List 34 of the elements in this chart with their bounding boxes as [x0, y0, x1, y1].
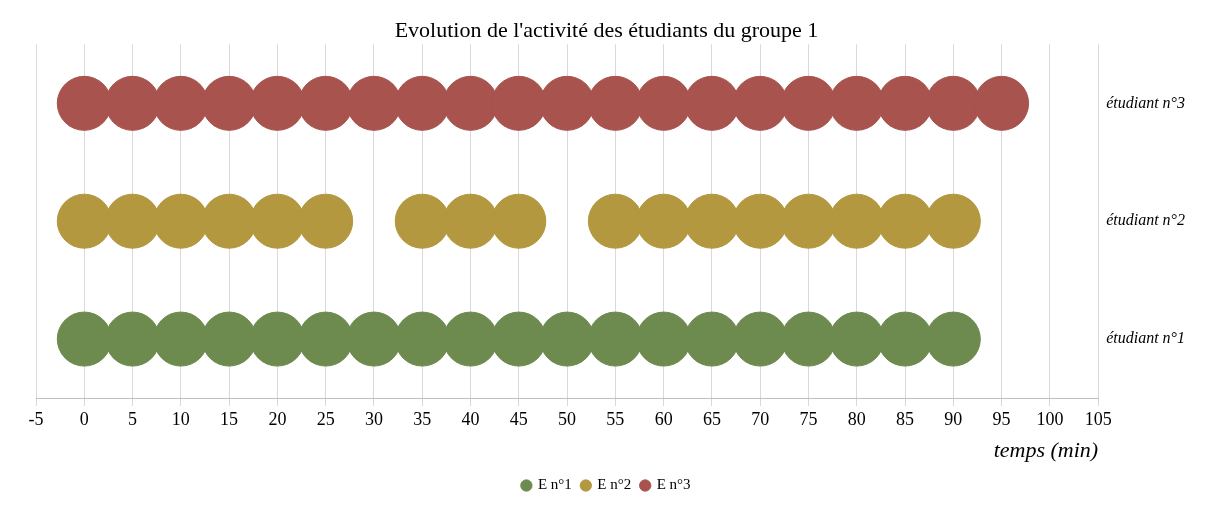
x-tick-label: 55 [606, 408, 625, 429]
x-tick-label: 90 [944, 408, 963, 429]
x-tick-label: 80 [847, 408, 866, 429]
y-tick-label: étudiant n°2 [1106, 211, 1186, 229]
x-tick-label: 10 [171, 408, 190, 429]
chart-title: Evolution de l'activité des étudiants du groupe 1 [394, 16, 819, 42]
x-tick-label: 100 [1036, 408, 1064, 429]
point [491, 193, 547, 249]
x-tick-label: 45 [509, 408, 528, 429]
x-tick-label: 15 [220, 408, 239, 429]
x-axis-title: temps (min) [993, 436, 1099, 462]
y-tick-label: étudiant n°3 [1106, 93, 1186, 111]
x-tick-label: 40 [461, 408, 480, 429]
x-tick-label: 35 [413, 408, 432, 429]
x-tick-label: 75 [799, 408, 818, 429]
x-tick-label: 0 [79, 408, 89, 429]
legend-label: E n°3 [656, 476, 691, 493]
x-tick-label: 60 [654, 408, 673, 429]
y-tick-label: étudiant n°1 [1106, 329, 1186, 347]
x-tick-label: 65 [702, 408, 721, 429]
legend-label: E n°2 [597, 476, 632, 493]
x-tick-label: -5 [28, 408, 44, 429]
x-tick-label: 105 [1084, 408, 1112, 429]
x-tick-label: 50 [558, 408, 577, 429]
legend-label: E n°1 [537, 476, 572, 493]
x-tick-label: 25 [316, 408, 335, 429]
point [974, 75, 1030, 131]
x-tick-label: 30 [364, 408, 383, 429]
x-tick-label: 70 [751, 408, 770, 429]
x-tick-label: 20 [268, 408, 287, 429]
x-tick-label: 85 [896, 408, 915, 429]
x-tick-label: 95 [992, 408, 1011, 429]
x-tick-label: 5 [128, 408, 138, 429]
point [298, 193, 354, 249]
